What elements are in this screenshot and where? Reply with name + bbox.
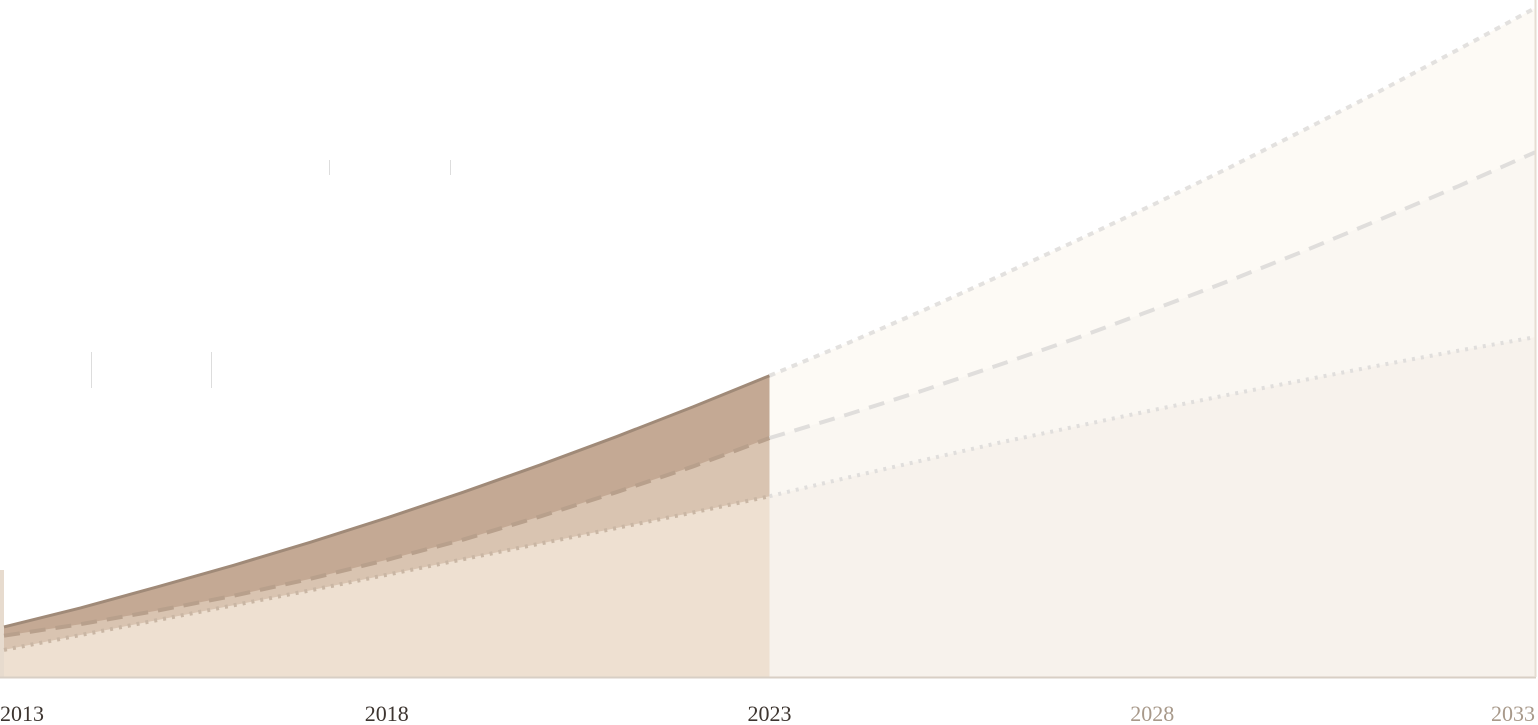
line — [3, 494, 770, 652]
x-tick-label: 2013 — [0, 701, 44, 725]
area — [769, 337, 1535, 677]
x-tick-label: 2018 — [365, 701, 409, 725]
left-edge — [0, 570, 4, 677]
area — [4, 496, 770, 677]
line — [3, 374, 771, 629]
decor — [91, 160, 451, 388]
x-tick-label: 2023 — [748, 701, 792, 725]
line — [768, 150, 1536, 440]
x-tick-label: 2033 — [1491, 701, 1535, 725]
line — [3, 436, 771, 638]
x-tick-label: 2028 — [1130, 701, 1174, 725]
